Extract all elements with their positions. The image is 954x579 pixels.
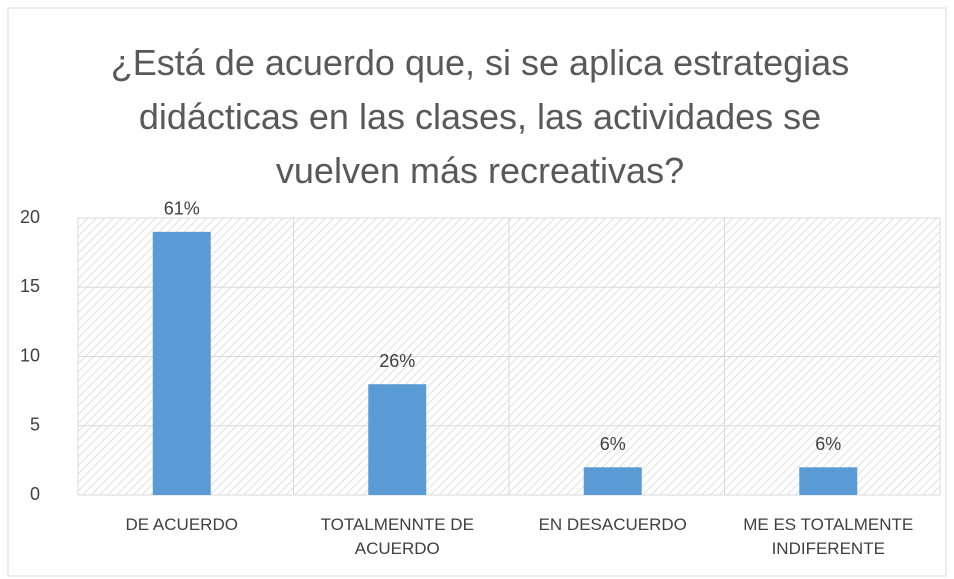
x-tick-label: ME ES TOTALMENTE INDIFERENTE — [743, 515, 914, 558]
value-label: 6% — [600, 434, 626, 454]
y-tick-label: 15 — [20, 276, 40, 296]
y-tick-label: 20 — [20, 207, 40, 227]
value-label: 61% — [164, 199, 200, 219]
chart-title: ¿Está de acuerdo que, si se aplica estra… — [110, 42, 850, 191]
y-tick-label: 10 — [20, 345, 40, 365]
y-tick-label: 0 — [30, 484, 40, 504]
x-tick-label: DE ACUERDO — [125, 515, 238, 534]
value-label: 6% — [815, 434, 841, 454]
bar — [368, 384, 427, 495]
bar — [799, 467, 858, 495]
x-tick-label: TOTALMENNTE DE ACUERDO — [320, 515, 474, 558]
x-tick-label: EN DESACUERDO — [538, 515, 687, 534]
bar — [152, 231, 211, 495]
bar — [583, 467, 642, 495]
value-label: 26% — [379, 351, 415, 371]
y-tick-label: 5 — [30, 415, 40, 435]
